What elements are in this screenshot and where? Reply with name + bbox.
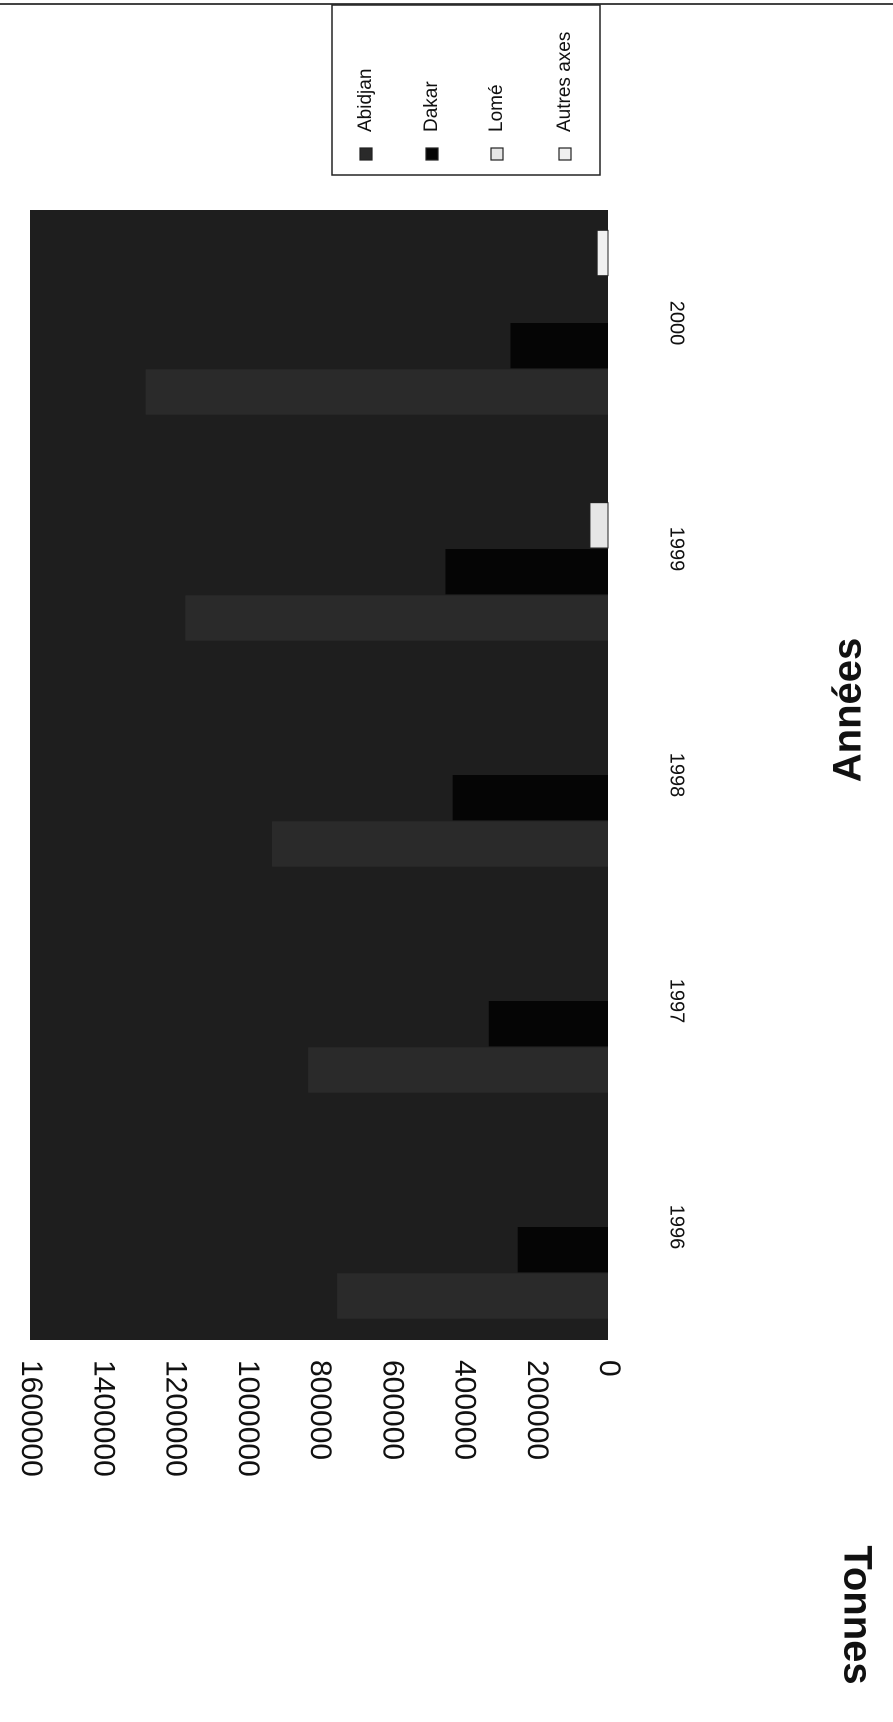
legend-entry: Autres axes <box>554 32 575 132</box>
bar-dakar-2000 <box>510 323 608 369</box>
bar-lomé-1999 <box>589 502 609 549</box>
y-tick-text: 1400000 <box>87 1360 120 1477</box>
legend-label: Abidjan <box>355 69 376 132</box>
svg-text:Années: Années <box>826 638 870 783</box>
bar-dakar-1997 <box>488 1001 608 1047</box>
y-tick-label: 1200000 <box>160 1360 193 1477</box>
legend-label: Lomé <box>486 84 507 132</box>
y-tick-label: 800000 <box>304 1360 337 1460</box>
legend-swatch-autres-axes <box>558 147 572 161</box>
legend-label: Autres axes <box>554 32 575 132</box>
x-tick-text: 1996 <box>666 1205 688 1250</box>
bar-abidjan-1997 <box>308 1047 608 1093</box>
legend-swatch-dakar <box>425 147 439 161</box>
y-tick-label: 1000000 <box>232 1360 265 1477</box>
x-tick-label: 1997 <box>666 979 688 1024</box>
y-tick-label: 1600000 <box>15 1360 48 1477</box>
bar-dakar-1998 <box>452 775 608 821</box>
y-tick-text: 0 <box>593 1360 626 1377</box>
bar-dakar-1996 <box>517 1227 608 1273</box>
x-tick-text: 1999 <box>666 527 688 572</box>
x-tick-label: 2000 <box>666 301 688 346</box>
x-tick-label: 1998 <box>666 753 688 798</box>
bar-abidjan-1999 <box>185 595 608 641</box>
x-tick-text: 2000 <box>666 301 688 346</box>
y-tick-text: 200000 <box>521 1360 554 1460</box>
y-tick-label: 200000 <box>521 1360 554 1460</box>
bar-abidjan-2000 <box>145 369 608 415</box>
legend-frame <box>331 4 601 176</box>
x-axis-title: Années <box>826 638 870 783</box>
y-tick-text: 600000 <box>376 1360 409 1460</box>
x-tick-label: 1996 <box>666 1205 688 1250</box>
y-tick-label: 400000 <box>449 1360 482 1460</box>
x-tick-text: 1997 <box>666 979 688 1024</box>
legend-entry: Dakar <box>421 81 442 132</box>
y-tick-text: 1000000 <box>232 1360 265 1477</box>
bar-abidjan-1996 <box>337 1273 608 1319</box>
bar-dakar-1999 <box>445 549 608 595</box>
legend-swatch-abidjan <box>359 147 373 161</box>
svg-text:Tonnes: Tonnes <box>835 1545 879 1684</box>
bar-abidjan-1998 <box>272 821 608 867</box>
y-tick-text: 800000 <box>304 1360 337 1460</box>
legend-entry: Lomé <box>486 84 507 132</box>
y-tick-text: 1600000 <box>15 1360 48 1477</box>
legend-swatch-lomé <box>490 147 504 161</box>
y-tick-label: 600000 <box>376 1360 409 1460</box>
bar-autres-axes-2000 <box>596 229 609 277</box>
y-tick-text: 1200000 <box>160 1360 193 1477</box>
y-tick-label: 1400000 <box>87 1360 120 1477</box>
legend-entry: Abidjan <box>355 69 376 132</box>
legend-label: Dakar <box>421 81 442 132</box>
legend: Abidjan Dakar Lomé Autres axes <box>331 4 601 176</box>
x-tick-text: 1998 <box>666 753 688 798</box>
y-tick-label: 0 <box>593 1360 626 1377</box>
y-tick-text: 400000 <box>449 1360 482 1460</box>
y-axis-title: Tonnes <box>835 1545 879 1684</box>
x-tick-label: 1999 <box>666 527 688 572</box>
